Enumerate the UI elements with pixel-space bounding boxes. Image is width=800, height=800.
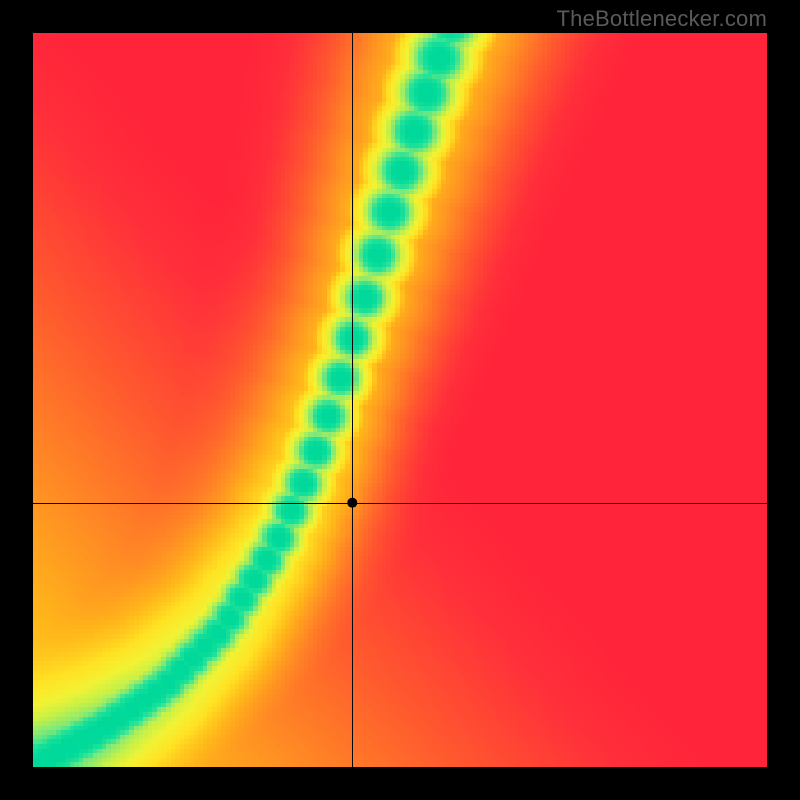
watermark-label: TheBottlenecker.com bbox=[557, 6, 767, 32]
heatmap-plot bbox=[33, 33, 767, 767]
chart-container: TheBottlenecker.com bbox=[0, 0, 800, 800]
